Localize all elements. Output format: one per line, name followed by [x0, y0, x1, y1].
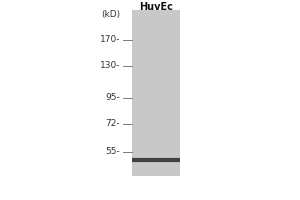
FancyBboxPatch shape	[132, 10, 180, 176]
Text: 95-: 95-	[105, 94, 120, 102]
Text: 170-: 170-	[100, 36, 120, 45]
Text: 130-: 130-	[100, 62, 120, 71]
Text: HuvEc: HuvEc	[139, 2, 173, 12]
Text: 72-: 72-	[105, 119, 120, 129]
Text: 55-: 55-	[105, 148, 120, 156]
Text: (kD): (kD)	[101, 10, 120, 19]
